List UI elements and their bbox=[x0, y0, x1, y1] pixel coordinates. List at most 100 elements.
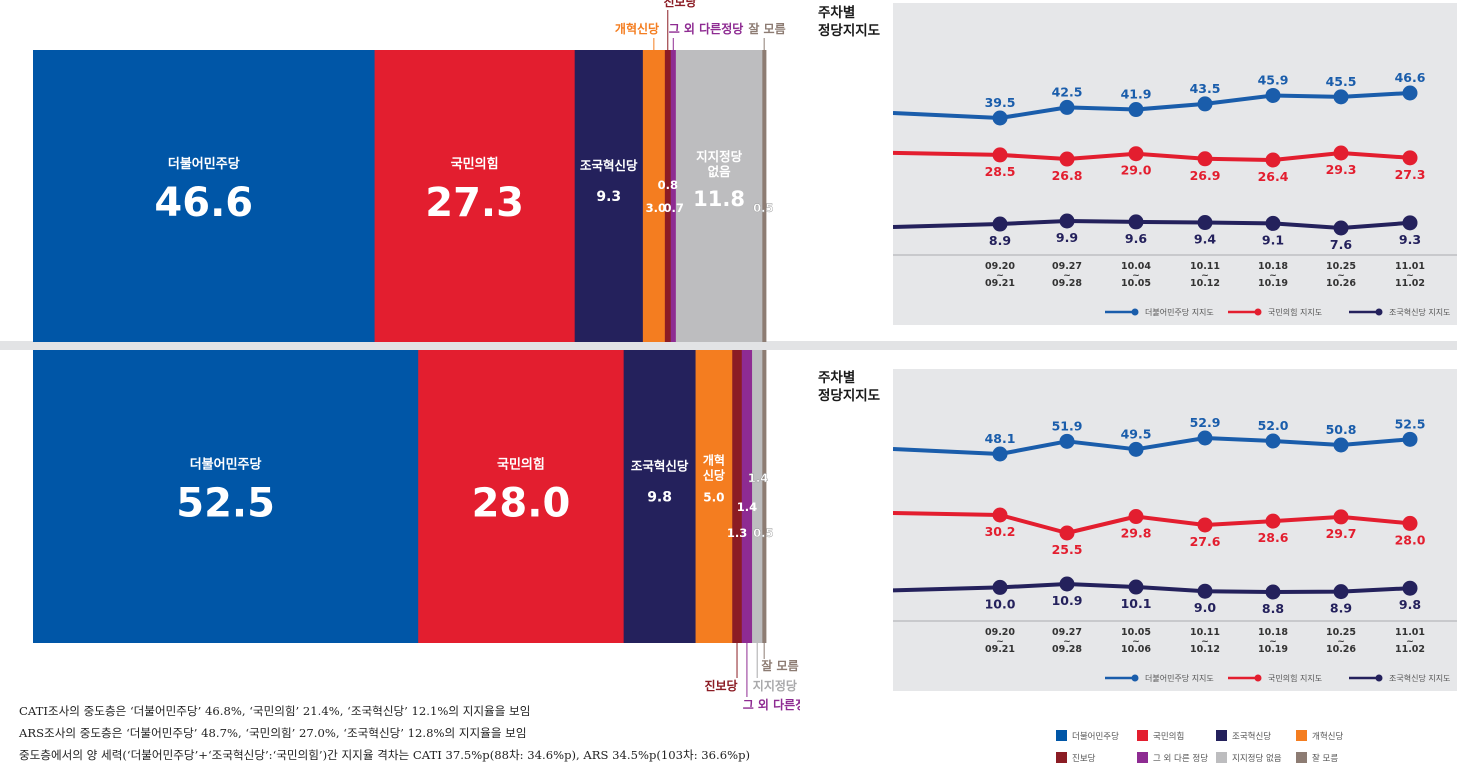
data-point bbox=[1197, 96, 1213, 112]
data-point bbox=[1402, 431, 1418, 447]
data-point bbox=[1059, 525, 1075, 541]
legend-label: 조국혁신당 지지도 bbox=[1389, 307, 1450, 317]
chart-title-line: 주차별 bbox=[818, 5, 856, 21]
bar-segment bbox=[752, 350, 763, 643]
data-label: 9.8 bbox=[647, 490, 672, 506]
data-label: 41.9 bbox=[1121, 87, 1152, 102]
data-label: 8.8 bbox=[1262, 601, 1284, 616]
legend-swatch bbox=[1296, 752, 1307, 763]
legend-marker bbox=[1131, 308, 1139, 316]
tick-label: 10.05 bbox=[1121, 627, 1151, 638]
legend-label: 국민의힘 지지도 bbox=[1268, 673, 1322, 683]
tick-separator: ~ bbox=[1406, 271, 1414, 281]
data-point bbox=[1402, 215, 1418, 231]
data-label: 7.6 bbox=[1330, 237, 1352, 252]
data-point bbox=[1059, 99, 1075, 115]
data-label: 27.3 bbox=[425, 180, 524, 226]
legend-marker bbox=[1375, 674, 1383, 682]
legend-label: 개혁신당 bbox=[1312, 732, 1344, 742]
data-label: 28.0 bbox=[472, 481, 571, 527]
note-line: 중도층에서의 양 세력(‘더불어민주당’+‘조국혁신당’:‘국민의힘’)간 지지… bbox=[19, 748, 751, 762]
tick-label: 10.25 bbox=[1326, 627, 1356, 638]
tick-label: 10.04 bbox=[1121, 261, 1151, 272]
legend-label: 더불어민주당 bbox=[1072, 732, 1119, 742]
data-point bbox=[992, 216, 1008, 232]
data-label: 9.0 bbox=[1194, 600, 1216, 615]
legend-item: 국민의힘 bbox=[1137, 730, 1184, 743]
bar-segment bbox=[418, 350, 625, 643]
tick-separator: ~ bbox=[1132, 271, 1140, 281]
legend-item: 진보당 bbox=[1056, 752, 1095, 765]
data-label: 0.8 bbox=[658, 178, 678, 192]
tick-label: 10.25 bbox=[1326, 261, 1356, 272]
tick-separator: ~ bbox=[1063, 271, 1071, 281]
legend-label: 조국혁신당 bbox=[1232, 732, 1272, 742]
line-chart-panel-top: 39.5 42.5 41.9 43.5 45.9 45.5 46.6 28.5 26.8 29.0… bbox=[893, 3, 1457, 325]
legend-swatch bbox=[1216, 730, 1227, 741]
data-point bbox=[1128, 214, 1144, 230]
data-point bbox=[1128, 579, 1144, 595]
chart-title-line: 정당지지도 bbox=[818, 388, 881, 404]
stacked-bar-charts: 더불어민주당 46.6 국민의힘 27.3 조국혁신당 9.3 지지정당 없음 11.8 더불어민… bbox=[33, 0, 800, 712]
data-label: 1.3 bbox=[727, 526, 747, 540]
data-label: 30.2 bbox=[985, 524, 1016, 539]
tick-label: 09.21 bbox=[985, 644, 1015, 655]
bar-segment bbox=[664, 50, 672, 342]
tick-separator: ~ bbox=[1132, 637, 1140, 647]
legend-label: 지지정당 없음 bbox=[1232, 754, 1282, 764]
data-label: 3.0 bbox=[646, 201, 666, 215]
bar-segment bbox=[670, 50, 677, 342]
data-label: 46.6 bbox=[1395, 70, 1426, 85]
chart-title-line: 주차별 bbox=[818, 370, 856, 386]
legend-item: 개혁신당 bbox=[1296, 730, 1343, 743]
tick-label: 10.11 bbox=[1190, 261, 1220, 272]
tick-label: 09.28 bbox=[1052, 278, 1082, 289]
bar-label: 개혁신당 bbox=[615, 21, 659, 36]
legend-marker bbox=[1131, 674, 1139, 682]
tick-label: 10.18 bbox=[1258, 261, 1288, 272]
bar-segment bbox=[33, 50, 375, 342]
data-label: 52.5 bbox=[1395, 416, 1426, 431]
data-point bbox=[1059, 433, 1075, 449]
tick-label: 10.12 bbox=[1190, 278, 1220, 289]
data-label: 46.6 bbox=[154, 180, 253, 226]
tick-label: 10.05 bbox=[1121, 278, 1151, 289]
data-label: 9.4 bbox=[1194, 232, 1216, 247]
tick-separator: ~ bbox=[1269, 271, 1277, 281]
legend-label: 국민의힘 bbox=[1153, 732, 1185, 742]
tick-label: 09.20 bbox=[985, 261, 1015, 272]
data-point bbox=[1059, 151, 1075, 167]
data-point bbox=[1333, 437, 1349, 453]
chart-title-line: 정당지지도 bbox=[818, 23, 881, 39]
data-label: 0.5 bbox=[753, 526, 773, 540]
series-line bbox=[893, 91, 1411, 120]
tick-separator: ~ bbox=[1201, 637, 1209, 647]
data-label: 45.5 bbox=[1326, 74, 1357, 89]
data-label: 9.6 bbox=[1125, 231, 1147, 246]
bar-label: 그 외 다른정당 bbox=[743, 697, 800, 712]
tick-separator: ~ bbox=[996, 271, 1004, 281]
data-label: 10.1 bbox=[1121, 596, 1152, 611]
bar-label: 잘 모름 bbox=[761, 658, 798, 673]
bar-segment bbox=[374, 50, 576, 342]
data-label: 42.5 bbox=[1052, 84, 1083, 99]
bar-label: 잘 모름 bbox=[748, 21, 785, 36]
data-label: 10.9 bbox=[1052, 593, 1083, 608]
data-point bbox=[1128, 509, 1144, 525]
tick-separator: ~ bbox=[996, 637, 1004, 647]
bar-segment bbox=[695, 350, 733, 643]
legend-label: 더불어민주당 지지도 bbox=[1145, 307, 1214, 317]
data-label: 26.9 bbox=[1190, 168, 1221, 183]
legend-item: 조국혁신당 bbox=[1216, 730, 1271, 743]
legend-swatch bbox=[1216, 752, 1227, 763]
bar-label: 진보당 bbox=[704, 678, 737, 693]
data-point bbox=[1333, 89, 1349, 105]
data-label: 29.3 bbox=[1326, 162, 1357, 177]
bar-segment bbox=[574, 50, 644, 342]
data-label: 52.5 bbox=[176, 481, 275, 527]
data-point bbox=[1402, 515, 1418, 531]
data-label: 48.1 bbox=[985, 431, 1016, 446]
bar-label: 지지정당 없음 bbox=[753, 678, 800, 693]
data-label: 11.8 bbox=[693, 187, 745, 211]
data-point bbox=[1333, 145, 1349, 161]
